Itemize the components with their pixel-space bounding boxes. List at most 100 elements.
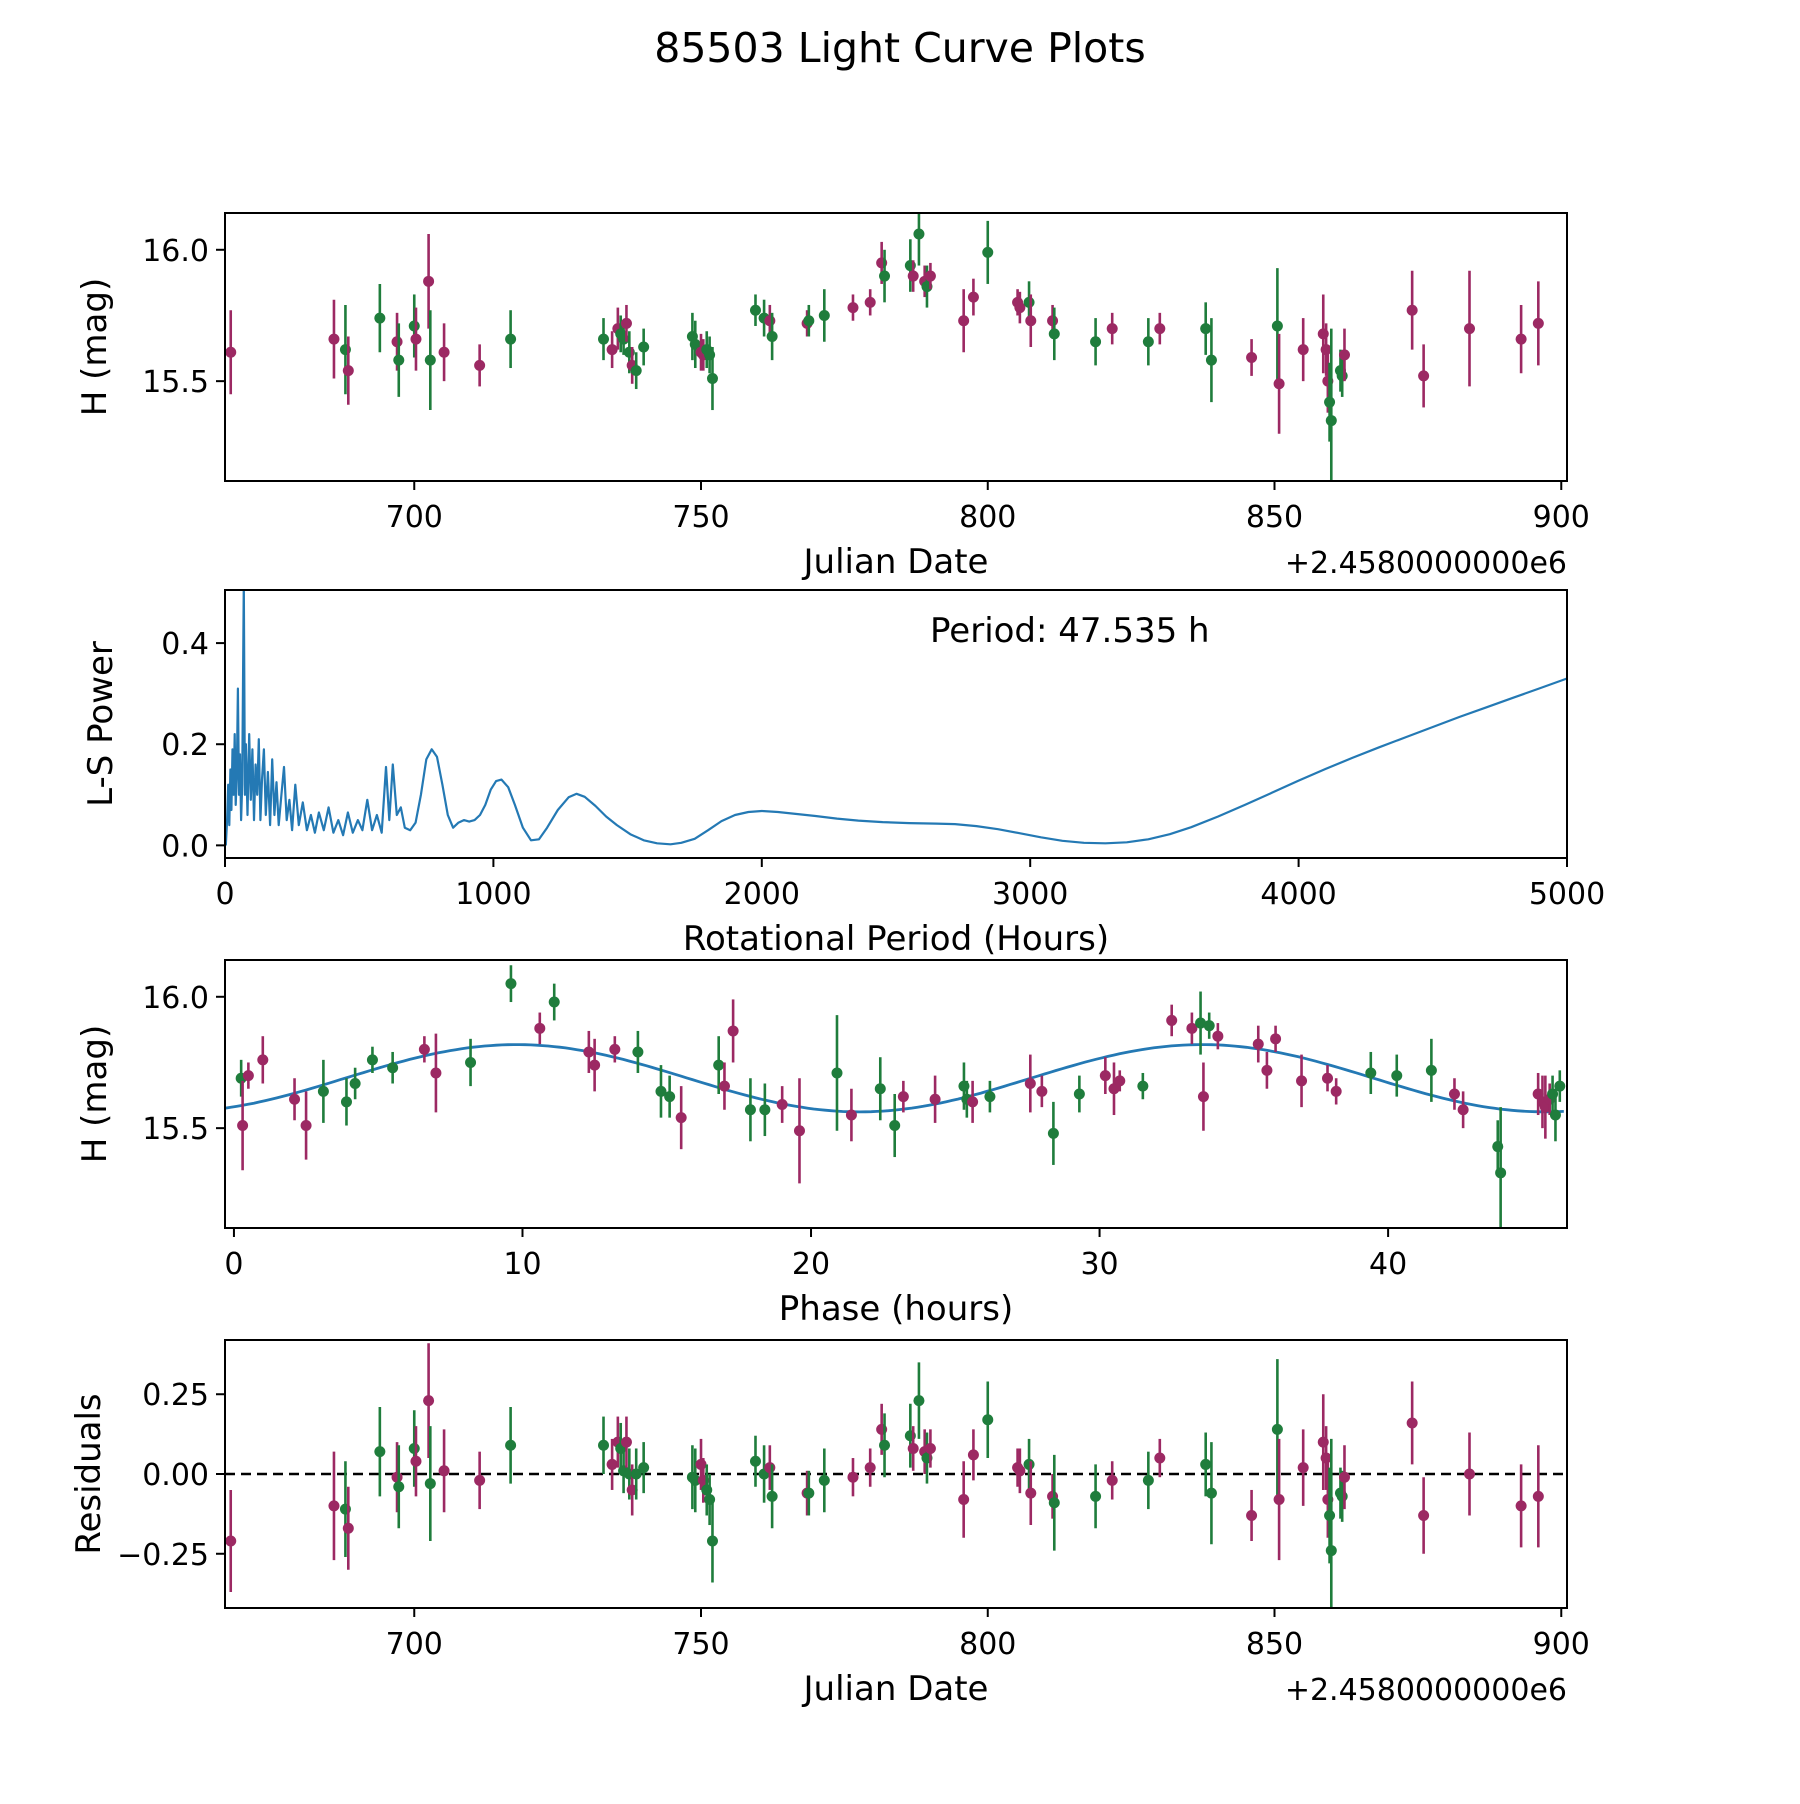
x-tick-label: 900 <box>1533 500 1590 535</box>
x-tick-label: 900 <box>1533 1627 1590 1662</box>
data-point <box>548 996 560 1008</box>
y-tick-label: 15.5 <box>142 1112 209 1147</box>
data-point <box>1142 1474 1154 1486</box>
data-point <box>924 270 936 282</box>
data-point <box>1532 1490 1544 1502</box>
data-point <box>393 1481 405 1493</box>
data-point <box>393 354 405 366</box>
data-point <box>1252 1038 1264 1050</box>
data-point <box>1205 354 1217 366</box>
y-tick-label: 0.25 <box>142 1378 209 1413</box>
data-point <box>589 1059 601 1071</box>
data-point <box>967 291 979 303</box>
data-layer-jd-lightcurve <box>225 213 1544 481</box>
data-point <box>1406 1417 1418 1429</box>
x-tick-label: 10 <box>503 1247 541 1282</box>
data-point <box>598 333 610 345</box>
data-point <box>606 344 618 356</box>
data-point <box>1048 1497 1060 1509</box>
data-point <box>897 1091 909 1103</box>
x-tick-label: 850 <box>1246 500 1303 535</box>
data-point <box>1338 1471 1350 1483</box>
data-point <box>749 1455 761 1467</box>
data-point <box>1212 1030 1224 1042</box>
data-point <box>1195 1017 1207 1029</box>
data-point <box>675 1112 687 1124</box>
data-point <box>620 1436 632 1448</box>
y-tick-label: 16.0 <box>142 981 209 1016</box>
data-point <box>803 315 815 327</box>
data-point <box>1425 1064 1437 1076</box>
y-tick-label: 16.0 <box>142 234 209 269</box>
y-tick-label: 0.00 <box>142 1458 209 1493</box>
data-point <box>1325 1545 1337 1557</box>
data-point <box>689 1474 701 1486</box>
data-point <box>713 1059 725 1071</box>
x-tick-label: 700 <box>386 500 443 535</box>
subplot-residuals: 700 750 800 850 900 −0.25 0.00 0.25 Julian Date +… <box>69 1339 1590 1709</box>
data-point <box>1014 1465 1026 1477</box>
data-point <box>913 228 925 240</box>
data-point <box>340 1096 352 1108</box>
data-point <box>958 1494 970 1506</box>
figure-title: 85503 Light Curve Plots <box>654 24 1146 72</box>
data-point <box>408 1442 420 1454</box>
x-tick-label: 3000 <box>992 877 1068 912</box>
y-tick-label: −0.25 <box>117 1538 209 1573</box>
data-point <box>1554 1080 1566 1092</box>
data-point <box>505 1439 517 1451</box>
data-point <box>342 365 354 377</box>
y-axis-label: H (mag) <box>75 278 115 416</box>
data-point <box>1515 333 1527 345</box>
x-tick-label: 20 <box>792 1247 830 1282</box>
data-point <box>847 1471 859 1483</box>
data-point <box>984 1091 996 1103</box>
data-point <box>1197 1091 1209 1103</box>
data-point <box>1099 1070 1111 1082</box>
data-point <box>929 1093 941 1105</box>
data-point <box>1023 1458 1035 1470</box>
data-point <box>1320 1452 1332 1464</box>
data-point <box>342 1522 354 1534</box>
data-point <box>620 317 632 329</box>
data-point <box>465 1056 477 1068</box>
data-point <box>1391 1070 1403 1082</box>
data-point <box>1023 296 1035 308</box>
data-point <box>845 1109 857 1121</box>
y-tick-label: 0.0 <box>161 829 209 864</box>
data-point <box>982 1414 994 1426</box>
data-point <box>879 270 891 282</box>
data-point <box>776 1099 788 1111</box>
data-layer-periodogram <box>225 590 1567 846</box>
data-point <box>1365 1067 1377 1079</box>
data-layer-residuals <box>225 1343 1567 1608</box>
y-tick-label: 0.2 <box>161 728 209 763</box>
data-point <box>349 1077 361 1089</box>
data-point <box>609 1043 621 1055</box>
data-point <box>410 333 422 345</box>
data-point <box>1297 1462 1309 1474</box>
data-point <box>1457 1104 1469 1116</box>
y-axis-label: L-S Power <box>81 641 121 807</box>
x-tick-label: 850 <box>1246 1627 1303 1662</box>
data-point <box>718 1080 730 1092</box>
data-point <box>1271 320 1283 332</box>
data-point <box>1246 1509 1258 1521</box>
axes-spines <box>224 589 1568 859</box>
data-point <box>1200 323 1212 335</box>
data-point <box>438 1465 450 1477</box>
subplot-jd-lightcurve: 700 750 800 850 900 15.5 16.0 Julian Date +2.458… <box>75 212 1590 582</box>
data-point <box>889 1120 901 1132</box>
x-tick-label: 0 <box>224 1247 243 1282</box>
data-point <box>744 1104 756 1116</box>
data-point <box>879 1439 891 1451</box>
x-axis-label: Julian Date <box>802 1669 989 1709</box>
data-point <box>1142 336 1154 348</box>
data-point <box>424 354 436 366</box>
data-point <box>1036 1085 1048 1097</box>
data-point <box>1048 328 1060 340</box>
data-point <box>237 1120 249 1132</box>
data-point <box>474 1474 486 1486</box>
x-tick-label: 800 <box>959 1627 1016 1662</box>
data-point <box>1297 344 1309 356</box>
